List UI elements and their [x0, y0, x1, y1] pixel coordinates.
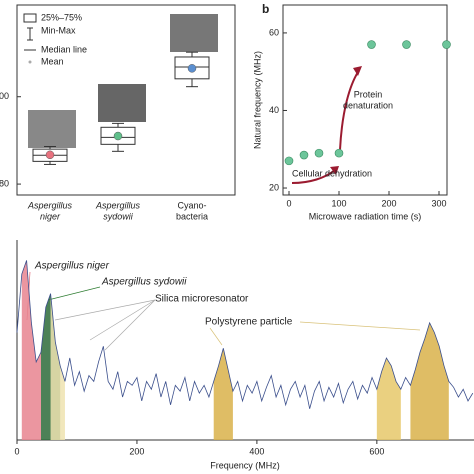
sem-image	[170, 14, 218, 52]
point	[334, 148, 344, 158]
arrow	[339, 71, 359, 151]
y-tick-label: 40	[269, 105, 279, 115]
legend-label: Min-Max	[41, 25, 76, 35]
x-tick-label: 100	[331, 198, 346, 208]
point	[299, 150, 309, 160]
spectrum-line	[16, 260, 474, 409]
panel-b-frame	[282, 4, 448, 196]
arrow	[291, 169, 336, 184]
arrow-head	[353, 66, 362, 76]
mean	[113, 131, 123, 141]
x-tick-label: Aspergillus	[95, 200, 141, 210]
x-tick-label: 200	[381, 198, 396, 208]
x-axis-label: Frequency (MHz)	[210, 460, 280, 470]
y-tick-label: 100	[0, 91, 9, 101]
point	[442, 40, 451, 49]
x-tick-label: 600	[369, 446, 384, 456]
x-tick-label: Aspergillus	[27, 200, 73, 210]
point	[284, 156, 294, 166]
annotation: Cellular dehydration	[292, 168, 372, 178]
x-tick-label: Cyano-	[177, 200, 206, 210]
peak-highlight	[21, 260, 41, 440]
x-tick-label: bacteria	[176, 211, 208, 221]
x-tick-label: 200	[129, 446, 144, 456]
mean	[45, 150, 55, 160]
legend-whisker	[27, 27, 33, 41]
mean	[187, 64, 197, 73]
peak-highlight	[213, 348, 233, 440]
annotation: Protein	[354, 89, 383, 99]
legend-label: Mean	[41, 56, 64, 66]
annotation: denaturation	[343, 100, 393, 110]
x-tick-label: 300	[431, 198, 446, 208]
legend-mean	[28, 60, 32, 64]
annotation: Silica microresonator	[155, 294, 249, 305]
point	[402, 40, 411, 49]
panel-label: b	[262, 2, 269, 16]
legend-label: Median line	[41, 44, 87, 54]
x-tick-label: 0	[14, 446, 19, 456]
arrow-head	[330, 166, 339, 175]
annotation: Polystyrene particle	[205, 317, 293, 328]
annotation: Aspergillus niger	[34, 261, 110, 272]
peak-highlight	[376, 358, 401, 440]
legend-label: 25%–75%	[41, 12, 82, 22]
leader-lines	[26, 271, 421, 351]
point	[314, 148, 324, 158]
point	[367, 40, 376, 49]
legend-box	[23, 13, 37, 23]
x-tick-label: niger	[40, 211, 61, 221]
sem-image	[98, 84, 146, 122]
x-tick-label: 400	[249, 446, 264, 456]
sem-image	[28, 110, 76, 148]
peak-highlight	[410, 322, 449, 440]
y-axis-label: Natural frequency (MHz)	[252, 51, 262, 149]
x-tick-label: 0	[286, 198, 291, 208]
y-tick-label: 20	[269, 182, 279, 192]
panel-a-frame	[16, 4, 236, 196]
x-axis-label: Microwave radiation time (s)	[309, 211, 422, 221]
y-tick-label: 80	[0, 178, 9, 188]
y-tick-label: 60	[269, 27, 279, 37]
annotation: Aspergillus sydowii	[101, 277, 187, 288]
x-tick-label: sydowii	[103, 211, 134, 221]
